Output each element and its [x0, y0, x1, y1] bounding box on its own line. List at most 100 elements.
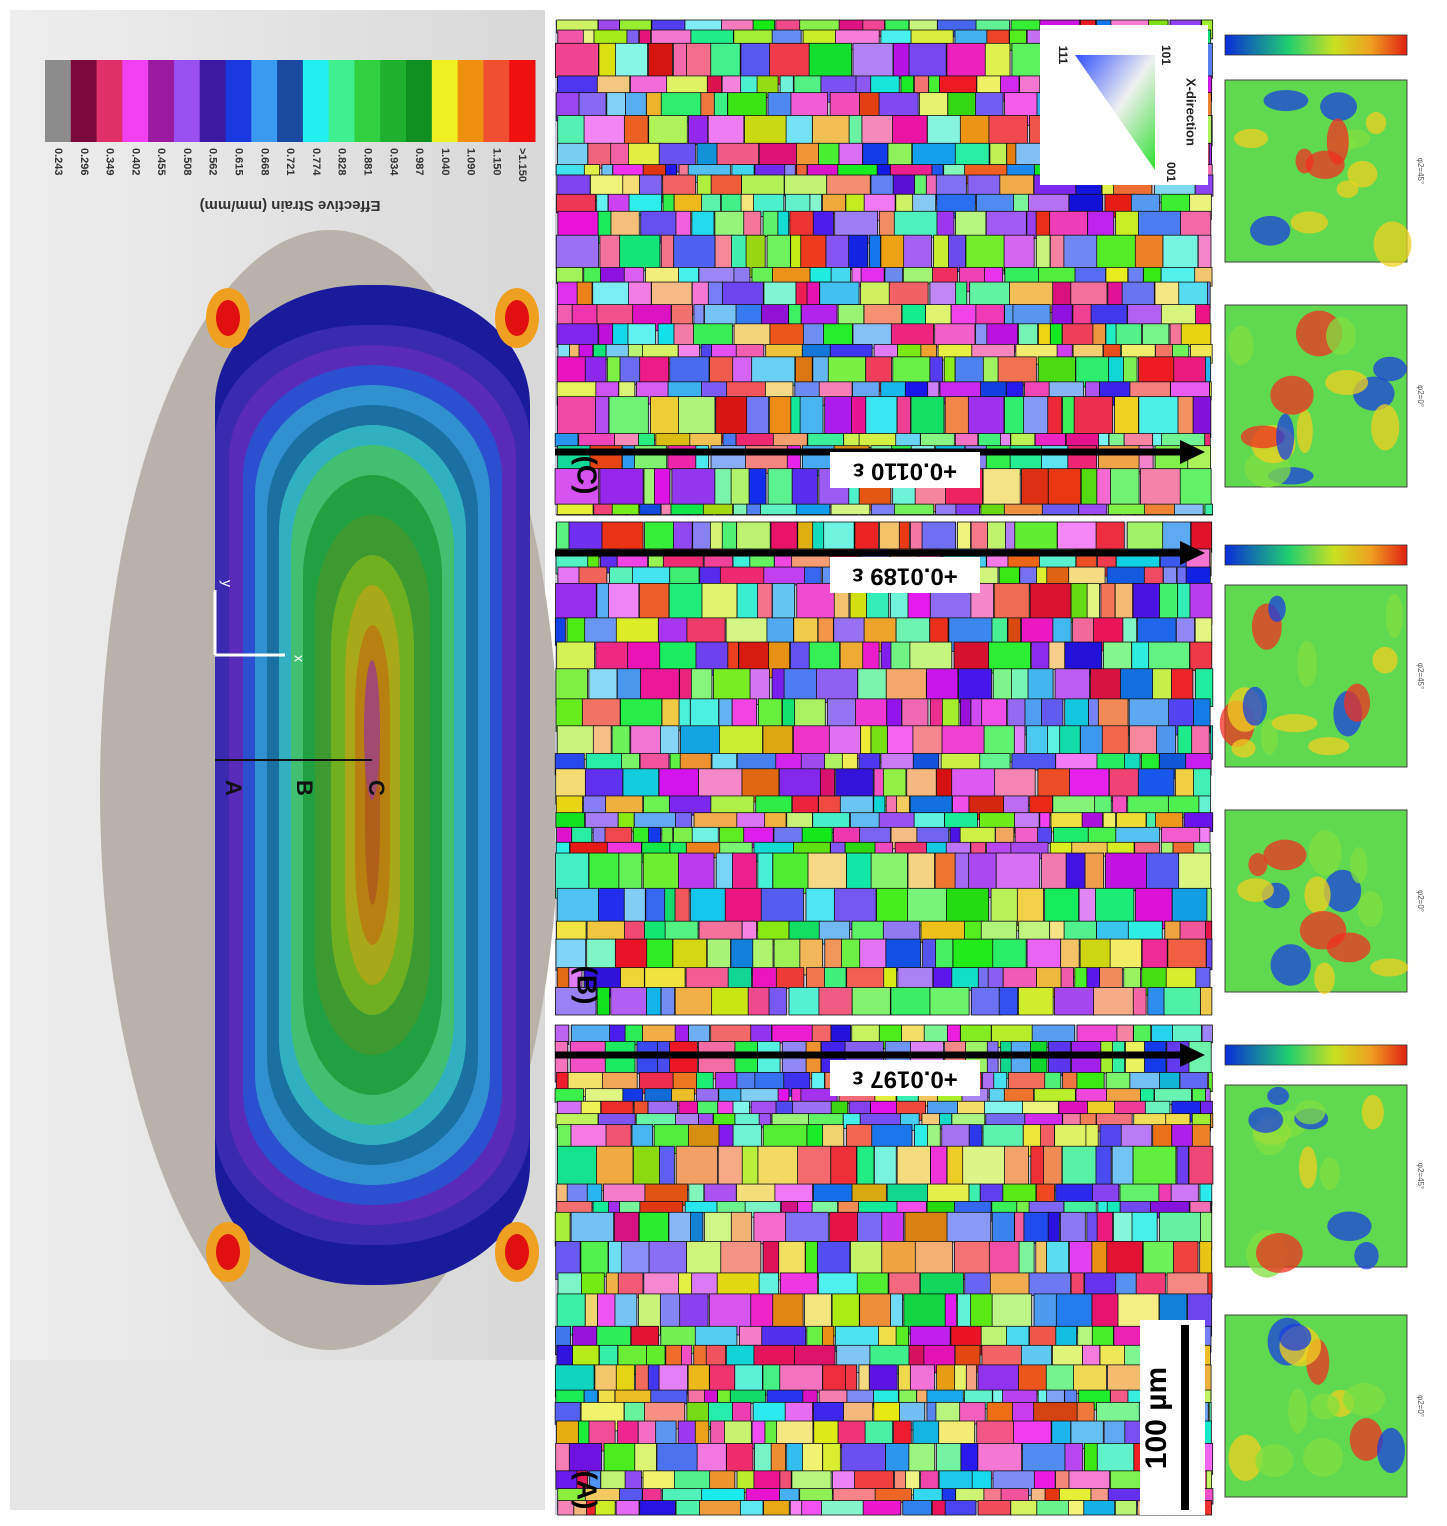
grain	[1005, 522, 1015, 550]
grain	[597, 305, 633, 325]
ipf-corner: 101	[1159, 45, 1173, 65]
colorbar-swatch	[432, 60, 458, 142]
grain	[1109, 357, 1126, 383]
grain	[694, 813, 737, 828]
pf-blob	[1320, 1158, 1340, 1191]
grain	[689, 1184, 704, 1202]
grain	[747, 397, 769, 438]
grain	[816, 669, 857, 703]
pf-blob	[1344, 684, 1370, 722]
grain	[990, 1273, 1029, 1295]
grain	[640, 1501, 676, 1515]
grain	[857, 1273, 888, 1296]
grain	[831, 1146, 857, 1186]
grain	[662, 699, 680, 727]
grain	[939, 76, 976, 93]
pf-blob	[1372, 647, 1397, 674]
grain	[914, 76, 928, 93]
grain	[620, 357, 640, 385]
grain	[956, 1489, 986, 1502]
grain	[855, 522, 878, 552]
grain	[936, 504, 958, 515]
grain	[715, 235, 732, 268]
colorbar-swatch	[354, 60, 380, 142]
grain	[1159, 1184, 1172, 1204]
grain	[643, 1471, 675, 1490]
grain	[953, 939, 993, 968]
grain	[1121, 1125, 1152, 1150]
grain	[897, 397, 910, 439]
scale-label: 100 µm	[1140, 1367, 1173, 1469]
grain	[687, 618, 725, 642]
grain	[947, 1146, 965, 1187]
grain	[780, 1273, 817, 1294]
grain	[1178, 726, 1193, 754]
grain	[768, 93, 793, 118]
grain	[903, 1501, 932, 1515]
grain	[557, 504, 593, 515]
grain	[785, 175, 827, 196]
grain	[1041, 1125, 1055, 1148]
grain	[956, 504, 980, 515]
pf-colorbar	[1225, 1045, 1407, 1065]
colorbar-swatch	[148, 60, 174, 142]
grain	[891, 987, 931, 1015]
grain	[801, 235, 826, 269]
pf-blob	[1310, 1393, 1339, 1419]
grain	[790, 1501, 802, 1515]
grain	[589, 853, 619, 891]
grain	[961, 1025, 992, 1043]
pf-blob	[1263, 90, 1308, 111]
grain	[556, 194, 595, 213]
background	[10, 1360, 545, 1510]
grain	[908, 853, 934, 892]
grain	[1069, 1241, 1093, 1274]
grain	[557, 324, 598, 347]
grain	[887, 726, 913, 758]
grain	[1074, 397, 1112, 438]
grain	[753, 939, 773, 970]
strain-hotspot	[505, 1234, 529, 1270]
grain	[794, 618, 818, 643]
grain	[856, 76, 872, 93]
grain	[1148, 987, 1165, 1015]
grain	[978, 1365, 1019, 1392]
grain	[1041, 853, 1066, 890]
grain	[1025, 1114, 1062, 1125]
panel-label: (A)	[572, 1471, 603, 1510]
grain	[1042, 504, 1078, 515]
grain	[1031, 1146, 1045, 1184]
colorbar-swatch	[71, 60, 97, 142]
grain	[624, 888, 645, 922]
grain	[806, 1241, 818, 1275]
grain	[807, 1125, 825, 1148]
grain	[1193, 397, 1211, 438]
grain	[1200, 987, 1211, 1015]
grain	[556, 267, 582, 283]
grain	[1139, 357, 1175, 385]
grain	[1134, 1025, 1151, 1042]
grain	[927, 1125, 940, 1148]
colorbar-swatch	[226, 60, 252, 142]
pf-blob	[1343, 1383, 1385, 1416]
grain	[699, 267, 736, 282]
grain	[717, 1273, 760, 1297]
ipf-direction: X-direction	[1184, 78, 1199, 146]
pf-blob	[1308, 737, 1349, 755]
grain	[874, 1146, 896, 1187]
grain	[1017, 888, 1043, 925]
grain	[1052, 1421, 1071, 1446]
grain	[1181, 211, 1211, 236]
grain	[579, 93, 606, 118]
grain	[737, 754, 776, 771]
panel-strain: +0.0110 ε	[853, 458, 957, 485]
grain	[1120, 669, 1153, 701]
grain	[764, 1501, 790, 1515]
pf-blob	[1327, 118, 1349, 165]
grain	[1176, 618, 1194, 644]
grain	[1092, 1326, 1113, 1348]
grain	[1068, 1501, 1083, 1515]
pf-blob	[1297, 409, 1313, 453]
grain	[966, 235, 1005, 270]
grain	[712, 344, 738, 358]
